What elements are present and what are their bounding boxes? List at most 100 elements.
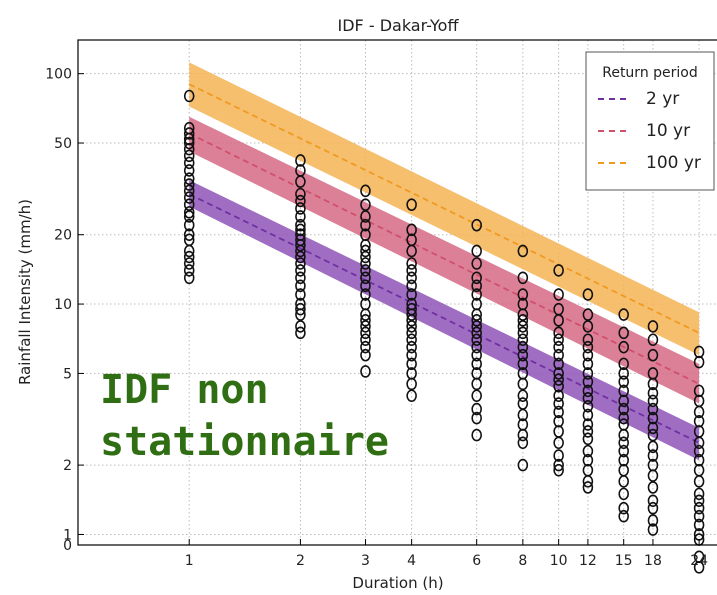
observation-point <box>406 223 417 237</box>
observation-point <box>471 288 482 301</box>
observation-point <box>471 326 482 340</box>
x-tick-label: 8 <box>518 553 527 569</box>
observation-point <box>693 475 705 488</box>
observation-point <box>360 257 371 270</box>
observation-point <box>647 333 659 347</box>
observation-point <box>471 357 482 371</box>
observation-point <box>360 348 371 362</box>
observation-point <box>553 436 564 450</box>
observation-point <box>406 198 417 211</box>
observation-point <box>517 288 529 301</box>
y-tick-label: 10 <box>54 297 72 313</box>
observation-point <box>618 487 629 501</box>
observation-point <box>183 264 195 277</box>
observation-point <box>360 340 371 354</box>
observation-point <box>295 271 306 285</box>
observation-point <box>517 389 529 403</box>
observation-point <box>582 418 594 431</box>
observation-point <box>406 320 417 333</box>
observation-point <box>517 326 529 340</box>
overlay-annotation: IDF non stationnaire <box>100 364 389 468</box>
observation-point <box>647 494 659 508</box>
legend-box <box>585 51 715 191</box>
observation-point <box>295 244 306 258</box>
observation-point <box>471 279 482 293</box>
observation-point <box>360 288 371 301</box>
observation-point <box>471 340 482 354</box>
observation-point <box>183 178 195 191</box>
line-100-yr <box>188 83 700 334</box>
observation-point <box>693 414 705 428</box>
observation-point <box>406 257 417 270</box>
y-tick-label: 50 <box>54 136 72 152</box>
legend-title: Return period <box>602 65 698 81</box>
observation-point <box>360 314 371 327</box>
observation-point <box>693 494 705 508</box>
observation-point <box>406 348 417 362</box>
observation-point <box>647 514 659 527</box>
observation-point <box>618 375 629 389</box>
observation-point <box>471 389 482 403</box>
observation-point <box>582 444 594 458</box>
observation-point <box>183 156 195 170</box>
observation-point <box>406 340 417 354</box>
observation-point <box>517 397 529 410</box>
observation-point <box>647 440 659 454</box>
y-tick-label: 5 <box>63 366 72 382</box>
observation-point <box>406 288 417 301</box>
observation-point <box>183 210 195 223</box>
x-axis-label: Duration (h) <box>352 574 443 592</box>
observation-point <box>618 501 629 515</box>
observation-point <box>406 333 417 347</box>
observation-point <box>553 373 564 386</box>
observation-point <box>517 320 529 333</box>
observation-point <box>582 399 594 413</box>
observation-point <box>295 218 306 232</box>
observation-point <box>647 523 659 536</box>
observation-point <box>295 223 306 237</box>
band-10-yr <box>189 116 700 404</box>
observation-point <box>618 384 629 398</box>
observation-point <box>471 271 482 285</box>
observation-point <box>693 453 705 467</box>
observation-point <box>295 210 306 223</box>
observation-point <box>517 408 529 422</box>
x-tick-label: 18 <box>644 553 662 569</box>
observation-point <box>183 271 195 285</box>
x-tick-label: 2 <box>296 553 305 569</box>
observation-point <box>295 175 306 188</box>
plot-frame <box>77 39 717 546</box>
observation-point <box>647 348 659 362</box>
observation-point <box>693 355 705 369</box>
line-10-yr <box>188 132 700 385</box>
line-2-yr <box>188 193 700 444</box>
observation-point <box>517 333 529 347</box>
observation-point <box>693 509 705 523</box>
observation-point <box>406 279 417 293</box>
observation-point <box>618 340 629 354</box>
observation-point <box>183 218 195 232</box>
x-tick-label: 24 <box>690 553 708 569</box>
observation-point <box>183 149 195 163</box>
legend: Return period 2 yr 10 yr 100 yr <box>585 51 715 191</box>
observation-point <box>647 481 659 494</box>
observation-point <box>618 326 629 340</box>
observation-point <box>693 501 705 515</box>
observation-point <box>517 458 529 472</box>
observation-point <box>553 414 564 428</box>
y-tick-label: 100 <box>45 67 72 83</box>
observation-point <box>406 326 417 340</box>
x-tick-label: 4 <box>407 553 416 569</box>
observation-point <box>471 348 482 362</box>
observation-point <box>406 357 417 371</box>
observation-point <box>406 271 417 285</box>
observation-point <box>183 257 195 270</box>
observation-point <box>406 244 417 258</box>
x-tick-label: 15 <box>615 553 633 569</box>
y-tick-label: 2 <box>63 458 72 474</box>
observation-point <box>553 357 564 371</box>
observation-point <box>360 264 371 277</box>
observation-point <box>647 411 659 425</box>
series-lines <box>188 83 700 444</box>
observation-point <box>582 425 594 438</box>
